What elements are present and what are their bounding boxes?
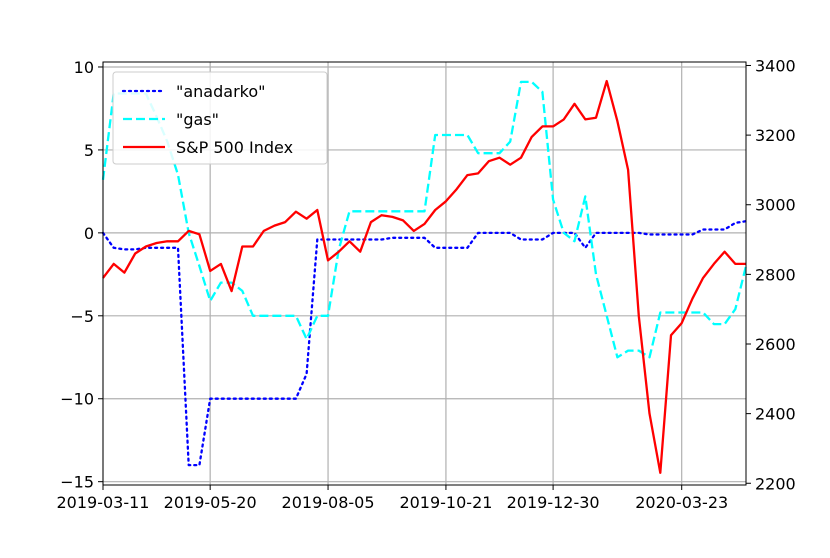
- legend: "anadarko" "gas" S&P 500 Index: [112, 71, 328, 165]
- left-y-tick-label: −10: [60, 390, 94, 409]
- legend-label-1: "anadarko": [176, 82, 266, 101]
- x-tick-label: 2019-12-30: [507, 493, 600, 512]
- left-y-tick-label: 0: [84, 224, 94, 243]
- legend-label-3: S&P 500 Index: [176, 138, 293, 157]
- series-line-2: [101, 80, 748, 359]
- left-y-tick-label: −5: [70, 307, 94, 326]
- legend-label-2: "gas": [176, 110, 219, 129]
- right-y-tick-label: 2200: [755, 474, 796, 493]
- x-tick-label: 2019-03-11: [57, 493, 150, 512]
- right-y-axis: 2200 2400 2600 2800 3000 3200 3400: [746, 56, 796, 493]
- left-y-tick-label: 5: [84, 141, 94, 160]
- right-y-tick-label: 3200: [755, 126, 796, 145]
- x-tick-label: 2019-10-21: [399, 493, 492, 512]
- series-layer: [101, 79, 748, 474]
- right-y-tick-label: 2800: [755, 265, 796, 284]
- right-y-tick-label: 2400: [755, 405, 796, 424]
- right-y-tick-label: 2600: [755, 335, 796, 354]
- series-line-1: [101, 220, 748, 467]
- left-y-axis: −15 −10 −5 0 5 10: [60, 58, 103, 492]
- x-axis: 2019-03-11 2019-05-20 2019-08-05 2019-10-21…: [57, 485, 728, 512]
- x-tick-label: 2020-03-23: [635, 493, 728, 512]
- legend-box: [112, 71, 328, 165]
- x-tick-label: 2019-05-20: [164, 493, 257, 512]
- right-y-tick-label: 3000: [755, 196, 796, 215]
- left-y-tick-label: −15: [60, 473, 94, 492]
- left-y-tick-label: 10: [74, 58, 94, 77]
- x-tick-label: 2019-08-05: [282, 493, 375, 512]
- plot-frame: [102, 61, 747, 486]
- series-line-3: [102, 79, 746, 474]
- right-y-tick-label: 3400: [755, 56, 796, 75]
